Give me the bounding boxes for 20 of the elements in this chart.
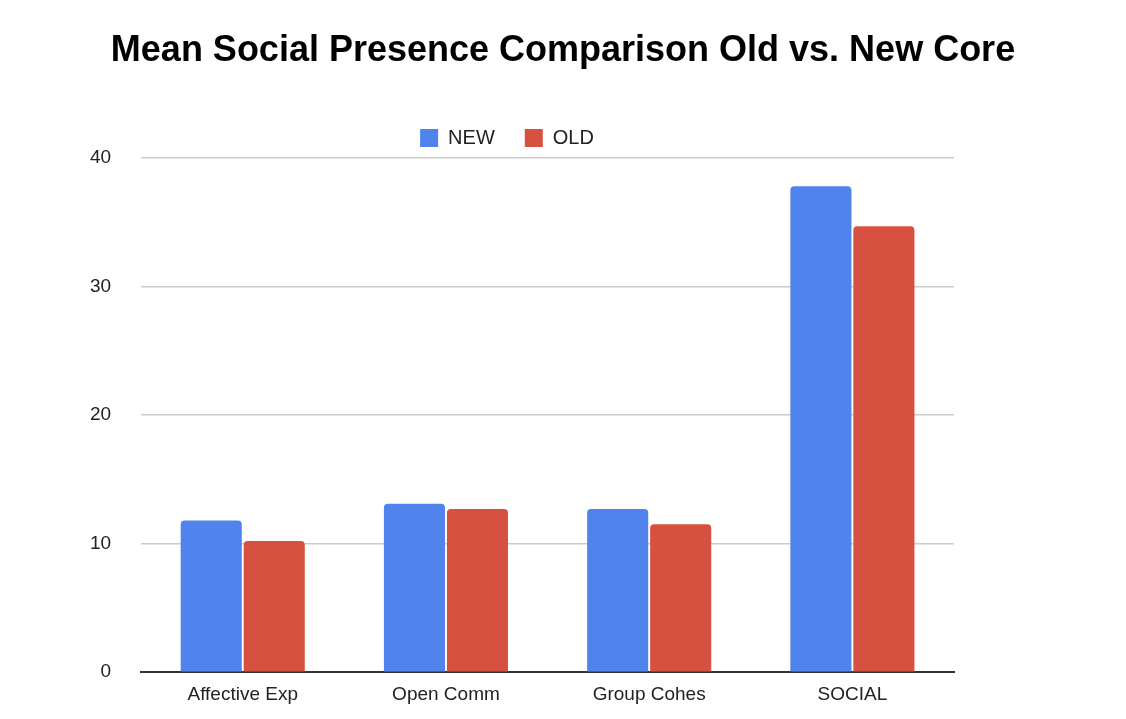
x-tick-label: Open Comm <box>392 682 500 704</box>
bar <box>243 541 305 672</box>
y-tick-label: 0 <box>100 660 112 682</box>
bar <box>446 508 509 672</box>
legend-label: NEW <box>448 125 495 148</box>
chart-title: Mean Social Presence Comparison Old vs. New Core <box>109 28 1017 71</box>
legend-label: OLD <box>552 125 594 148</box>
x-tick-label: SOCIAL <box>817 682 888 704</box>
y-tick-label: 10 <box>89 531 112 553</box>
bar <box>650 524 712 672</box>
bar <box>853 226 915 672</box>
y-tick-label: 30 <box>89 274 112 296</box>
bar <box>383 503 446 672</box>
y-tick-label: 20 <box>89 403 112 425</box>
bar <box>587 508 649 672</box>
x-tick-label: Group Cohes <box>592 682 706 704</box>
bar <box>790 186 852 672</box>
bar <box>180 520 242 672</box>
x-tick-label: Affective Exp <box>187 682 299 704</box>
y-tick-label: 40 <box>89 146 112 168</box>
